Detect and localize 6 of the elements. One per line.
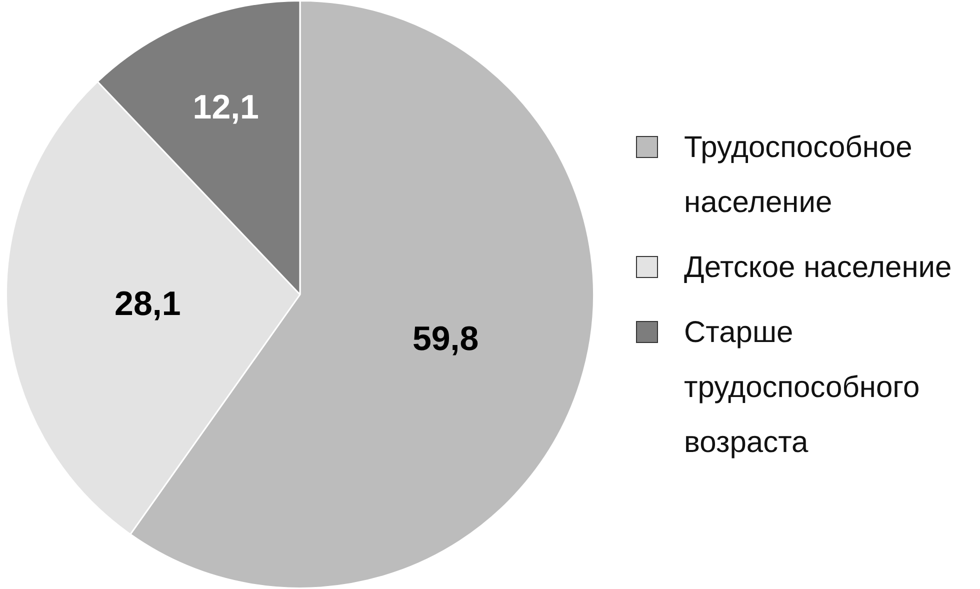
data-label: 12,1 [192, 88, 259, 126]
data-label: 28,1 [114, 284, 181, 323]
legend-label: Детское население [684, 250, 953, 286]
data-label: 59,8 [412, 320, 479, 358]
legend-label: Трудоспособное население [684, 130, 914, 220]
legend-label: Старше трудоспособного возраста [684, 314, 921, 460]
